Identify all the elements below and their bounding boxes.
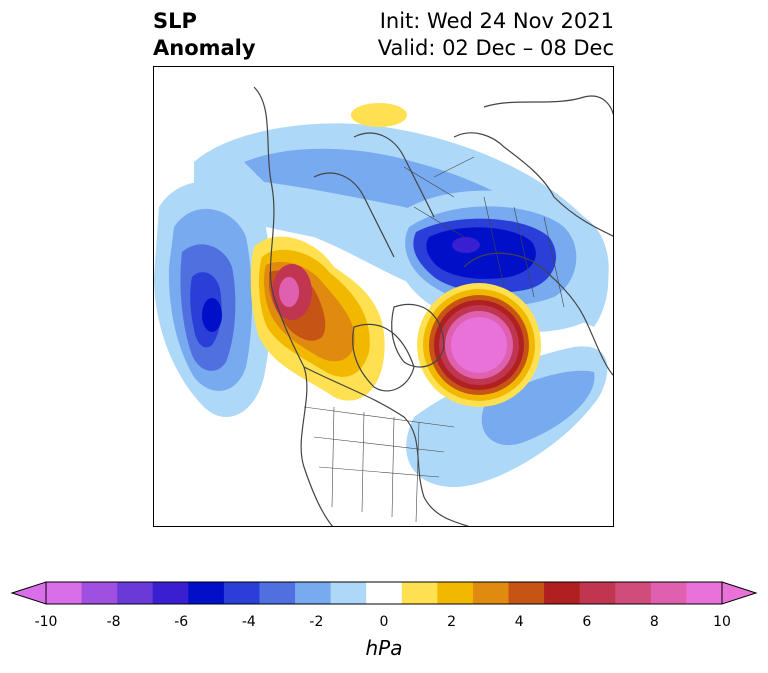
pos-anomaly-northamerica-center: [279, 277, 299, 307]
colorbar-swatch: [437, 582, 474, 604]
colorbar-swatch: [686, 582, 723, 604]
colorbar-swatch: [650, 582, 687, 604]
colorbar-swatch: [508, 582, 545, 604]
colorbar-swatch: [366, 582, 403, 604]
colorbar-swatch: [188, 582, 225, 604]
colorbar-unit: hPa: [365, 636, 403, 660]
title-right: Init: Wed 24 Nov 2021 Valid: 02 Dec – 08…: [378, 8, 614, 62]
colorbar-tick-label: 6: [582, 614, 592, 630]
valid-range: Valid: 02 Dec – 08 Dec: [377, 36, 614, 60]
pos-anomaly-scandinavia: [351, 103, 407, 127]
colorbar: [10, 581, 758, 605]
neg-anomaly-eurasia-center: [452, 237, 480, 253]
colorbar-swatch: [544, 582, 581, 604]
colorbar-tick-label: 4: [514, 614, 524, 630]
neg-anomaly-pacific-core: [202, 298, 222, 332]
colorbar-swatch: [223, 582, 260, 604]
colorbar-swatch: [295, 582, 332, 604]
colorbar-swatch: [259, 582, 296, 604]
title-type: Anomaly: [153, 36, 256, 60]
colorbar-swatch: [472, 582, 510, 604]
colorbar-tick-label: 0: [379, 614, 389, 630]
colorbar-swatch: [117, 582, 154, 604]
colorbar-extend-low: [10, 581, 47, 605]
colorbar-swatch: [81, 582, 118, 604]
pos-anomaly-atlantic-core: [451, 317, 507, 373]
title-variable: SLP: [153, 9, 197, 33]
colorbar-tick-label: 8: [649, 614, 659, 630]
colorbar-frame: [45, 581, 723, 605]
colorbar-tick-label: -4: [241, 614, 256, 630]
title-left: SLP Anomaly: [153, 8, 256, 62]
init-date: Init: Wed 24 Nov 2021: [379, 9, 614, 33]
colorbar-tick-label: 2: [447, 614, 457, 630]
colorbar-swatch: [46, 582, 83, 604]
colorbar-tick-label: -10: [34, 614, 58, 630]
map-panel: [153, 66, 614, 527]
colorbar-tick-label: 10: [713, 614, 731, 630]
colorbar-tick-label: -8: [106, 614, 121, 630]
colorbar-swatch: [401, 582, 438, 604]
neg-anomaly-atlantic-inner: [481, 370, 595, 446]
colorbar-swatch: [330, 582, 367, 604]
colorbar-swatch: [152, 582, 189, 604]
coastlines: [253, 86, 613, 526]
political-borders: [303, 156, 565, 523]
colorbar-swatch: [615, 582, 652, 604]
anomaly-map: [154, 86, 613, 526]
colorbar-tick-label: -2: [309, 614, 324, 630]
neg-anomaly-eurasia-core: [426, 227, 536, 279]
colorbar-tick-label: -6: [174, 614, 189, 630]
colorbar-swatch: [579, 582, 616, 604]
colorbar-extend-high: [721, 581, 758, 605]
